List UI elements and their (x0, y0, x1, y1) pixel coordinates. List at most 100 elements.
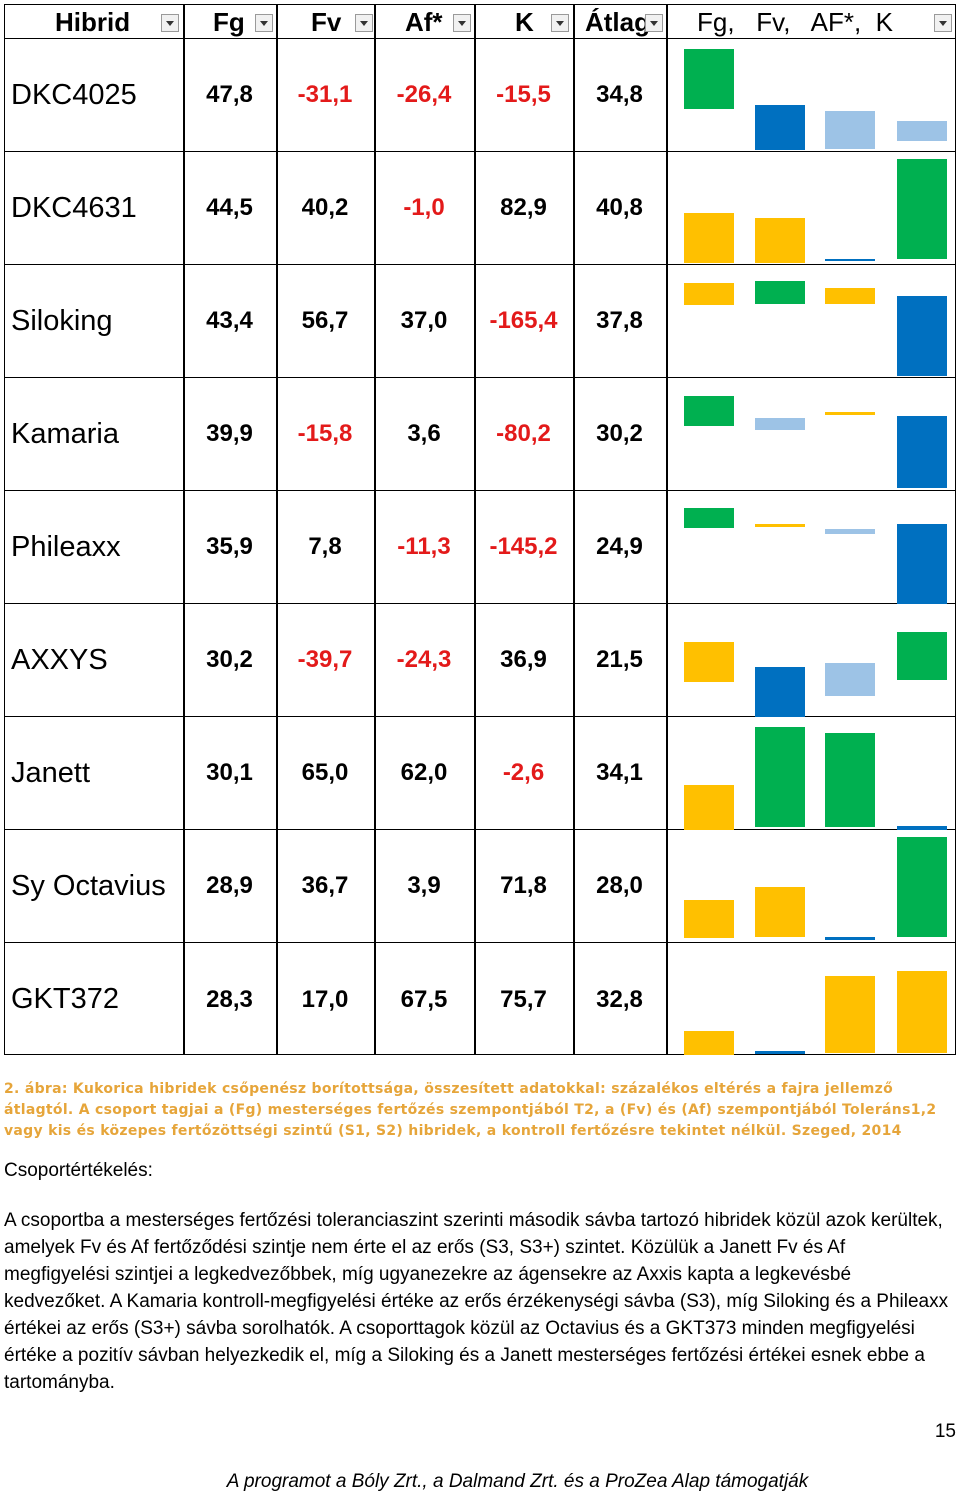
af-value: 37,0 (400, 307, 448, 334)
avg-value: 40,8 (596, 194, 643, 221)
footer-text: A programot a Bóly Zrt., a Dalmand Zrt. … (226, 1471, 809, 1492)
hybrid-name: Phileaxx (11, 530, 121, 563)
row-bar-chart (672, 830, 953, 943)
fv-bar (755, 1051, 805, 1054)
avg-value: 34,1 (596, 759, 643, 786)
filter-dropdown-icon[interactable] (161, 14, 179, 32)
filter-dropdown-icon[interactable] (934, 14, 952, 32)
k-bar (897, 632, 947, 680)
table-row: Siloking 43,4 56,7 37,0 -165,4 37,8 (5, 265, 955, 378)
af-value: -11,3 (397, 533, 451, 560)
fv-bar (755, 887, 805, 937)
af-bar (825, 529, 875, 534)
row-bar-chart (672, 265, 953, 378)
table-row: AXXYS 30,2 -39,7 -24,3 36,9 21,5 (5, 604, 955, 717)
k-value: 71,8 (500, 872, 547, 899)
hybrid-name: AXXYS (11, 643, 108, 676)
filter-active-icon[interactable] (255, 14, 273, 32)
fv-value: 36,7 (301, 872, 349, 899)
fg-bar (684, 900, 734, 938)
fg-bar (684, 785, 734, 830)
fg-value: 28,3 (206, 985, 253, 1013)
fv-bar (755, 727, 805, 827)
hybrid-name: Sy Octavius (11, 869, 166, 902)
fg-value: 39,9 (206, 420, 253, 447)
fv-value: -31,1 (297, 81, 353, 108)
fv-bar (755, 418, 805, 430)
table-row: DKC4631 44,5 40,2 -1,0 82,9 40,8 (5, 152, 955, 265)
fg-bar (684, 396, 734, 426)
fv-value: 56,7 (301, 307, 349, 334)
af-bar (825, 111, 875, 149)
filter-dropdown-icon[interactable] (645, 14, 663, 32)
row-bar-chart (672, 604, 953, 717)
k-value: -15,5 (496, 81, 551, 108)
k-bar (897, 837, 947, 937)
k-value: 82,9 (500, 194, 547, 221)
k-value: -145,2 (489, 533, 558, 560)
fg-bar (684, 49, 734, 109)
fv-value: 7,8 (308, 533, 342, 560)
fv-value: -39,7 (297, 646, 353, 673)
fv-bar (755, 667, 805, 717)
avg-value: 34,8 (596, 81, 643, 108)
fg-value: 47,8 (206, 81, 253, 108)
table-row: Kamaria 39,9 -15,8 3,6 -80,2 30,2 (5, 378, 955, 491)
header-fg: Fg (213, 7, 245, 37)
row-bar-chart (672, 717, 953, 830)
header-hibrid: Hibrid (55, 7, 131, 37)
k-bar (897, 524, 947, 604)
page-number: 15 (934, 1421, 956, 1442)
table-header: Hibrid Fg Fv Af* K Átlag Fg, Fv, AF*, K (5, 5, 955, 39)
fg-value: 30,2 (206, 646, 253, 673)
k-bar (897, 416, 947, 488)
section-heading: Csoportértékelés: (4, 1160, 153, 1181)
filter-dropdown-icon[interactable] (453, 14, 471, 32)
k-bar (897, 296, 947, 376)
fv-value: 65,0 (301, 759, 349, 786)
body-paragraph: A csoportba a mesterséges fertőzési tole… (4, 1210, 949, 1393)
table-row: Janett 30,1 65,0 62,0 -2,6 34,1 (5, 717, 955, 830)
k-bar (897, 826, 947, 830)
hybrid-name: Janett (11, 756, 90, 789)
af-value: 62,0 (400, 759, 448, 786)
fv-bar (755, 281, 805, 304)
hybrid-name: DKC4025 (11, 78, 137, 111)
af-bar (825, 663, 875, 696)
filter-dropdown-icon[interactable] (355, 14, 373, 32)
af-value: 3,9 (407, 872, 441, 899)
table-row: GKT372 28,3 17,0 67,5 75,7 32,8 (5, 943, 955, 1056)
k-value: 36,9 (500, 646, 547, 673)
row-bar-chart (672, 943, 953, 1056)
k-bar (897, 971, 947, 1053)
table-row: Phileaxx 35,9 7,8 -11,3 -145,2 24,9 (5, 491, 955, 604)
fv-value: -15,8 (297, 420, 353, 447)
fg-value: 43,4 (206, 307, 253, 334)
figure-caption: 2. ábra: Kukorica hibridek csőpenész bor… (4, 1081, 937, 1139)
avg-value: 21,5 (596, 646, 643, 673)
avg-value: 37,8 (596, 307, 643, 334)
af-value: -1,0 (403, 194, 445, 221)
fg-value: 35,9 (206, 533, 253, 560)
header-bars-legend: Fg, Fv, AF*, K (697, 7, 894, 37)
k-value: -165,4 (489, 307, 558, 334)
af-bar (825, 412, 875, 415)
fv-bar (755, 218, 805, 263)
fg-bar (684, 642, 734, 682)
k-value: 75,7 (500, 985, 547, 1013)
af-value: -24,3 (396, 646, 452, 673)
row-bar-chart (672, 491, 953, 604)
k-value: -2,6 (502, 759, 545, 786)
table-row: Sy Octavius 28,9 36,7 3,9 71,8 28,0 (5, 830, 955, 943)
table-body: DKC4025 47,8 -31,1 -26,4 -15,5 34,8 DKC4631 44,… (5, 39, 955, 1056)
hybrid-table: Hibrid Fg Fv Af* K Átlag Fg, Fv, AF*, K … (4, 4, 956, 1055)
af-value: -26,4 (396, 81, 452, 108)
fg-bar (684, 213, 734, 263)
fg-bar (684, 1031, 734, 1055)
k-bar (897, 159, 947, 259)
filter-dropdown-icon[interactable] (551, 14, 569, 32)
avg-value: 28,0 (596, 872, 643, 899)
header-fv: Fv (311, 7, 342, 37)
row-bar-chart (672, 152, 953, 265)
avg-value: 24,9 (596, 533, 643, 560)
